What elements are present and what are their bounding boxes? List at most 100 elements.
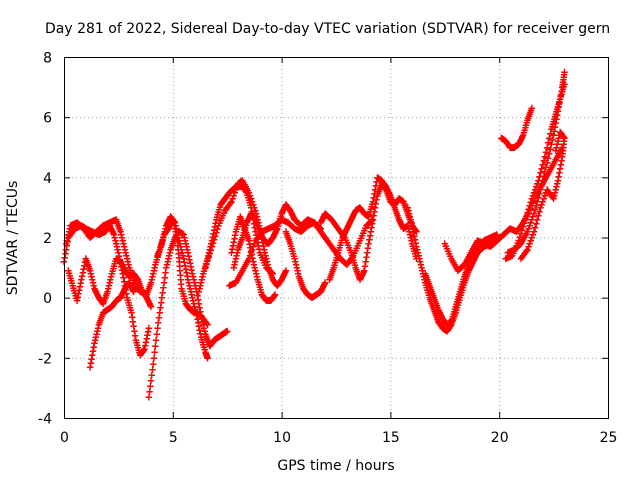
data-point: + xyxy=(554,108,561,122)
data-point: + xyxy=(281,214,288,228)
data-point: + xyxy=(533,188,540,202)
data-point: + xyxy=(343,236,350,250)
data-point: + xyxy=(251,211,258,225)
data-point: + xyxy=(199,315,206,329)
data-point: + xyxy=(234,179,241,193)
data-point: + xyxy=(559,146,566,160)
data-point: + xyxy=(250,216,257,230)
data-point: + xyxy=(398,193,405,207)
data-point: + xyxy=(554,134,561,148)
data-point: + xyxy=(159,233,166,247)
data-point: + xyxy=(120,271,127,285)
data-point: + xyxy=(549,190,556,204)
data-point: + xyxy=(204,350,211,364)
data-point: + xyxy=(267,220,274,234)
data-point: + xyxy=(325,209,332,223)
data-point: + xyxy=(168,215,175,229)
data-point: + xyxy=(154,250,161,264)
data-point: + xyxy=(540,153,547,167)
data-point: + xyxy=(441,322,448,336)
data-point: + xyxy=(545,136,552,150)
data-point: + xyxy=(309,290,316,304)
data-point: + xyxy=(440,314,447,328)
data-point: + xyxy=(98,226,105,240)
data-point: + xyxy=(338,233,345,247)
data-point: + xyxy=(431,305,438,319)
data-point: + xyxy=(92,283,99,297)
data-point: + xyxy=(317,285,324,299)
data-point: + xyxy=(397,215,404,229)
data-point: + xyxy=(322,231,329,245)
data-point: + xyxy=(214,330,221,344)
data-point: + xyxy=(422,267,429,281)
data-point: + xyxy=(425,275,432,289)
data-point: + xyxy=(149,270,156,284)
data-point: + xyxy=(256,221,263,235)
data-point: + xyxy=(118,256,125,270)
data-point: + xyxy=(254,212,261,226)
data-point: + xyxy=(472,238,479,252)
data-point: + xyxy=(510,140,517,154)
data-point: + xyxy=(160,230,167,244)
data-point: + xyxy=(85,223,92,237)
data-point: + xyxy=(358,270,365,284)
data-point: + xyxy=(416,252,423,266)
data-point: + xyxy=(515,137,522,151)
data-point: + xyxy=(535,208,542,222)
data-point: + xyxy=(295,216,302,230)
data-point: + xyxy=(191,276,198,290)
data-point: + xyxy=(245,252,252,266)
data-point: + xyxy=(170,213,177,227)
data-point: + xyxy=(397,192,404,206)
data-point: + xyxy=(525,240,532,254)
data-point: + xyxy=(448,318,455,332)
data-point: + xyxy=(410,220,417,234)
data-point: + xyxy=(116,254,123,268)
data-point: + xyxy=(481,233,488,247)
data-point: + xyxy=(379,174,386,188)
data-point: + xyxy=(84,258,91,272)
data-point: + xyxy=(129,268,136,282)
data-point: + xyxy=(119,259,126,273)
data-point: + xyxy=(299,223,306,237)
data-point: + xyxy=(257,248,264,262)
data-point: + xyxy=(412,249,419,263)
data-point: + xyxy=(550,115,557,129)
data-point: + xyxy=(103,217,110,231)
data-point: + xyxy=(486,231,493,245)
data-point: + xyxy=(383,181,390,195)
data-point: + xyxy=(539,176,546,190)
data-point: + xyxy=(159,286,166,300)
data-point: + xyxy=(202,261,209,275)
data-point: + xyxy=(257,283,264,297)
data-point: + xyxy=(510,243,517,257)
data-point: + xyxy=(516,238,523,252)
data-point: + xyxy=(398,193,405,207)
data-point: + xyxy=(244,229,251,243)
data-point: + xyxy=(123,287,130,301)
data-point: + xyxy=(268,220,275,234)
data-point: + xyxy=(255,239,262,253)
data-point: + xyxy=(456,262,463,276)
data-point: + xyxy=(110,262,117,276)
data-point: + xyxy=(129,315,136,329)
data-point: + xyxy=(79,219,86,233)
data-point: + xyxy=(201,262,208,276)
data-point: + xyxy=(213,212,220,226)
data-point: + xyxy=(121,279,128,293)
data-point: + xyxy=(118,260,125,274)
data-point: + xyxy=(76,283,83,297)
data-point: + xyxy=(262,293,269,307)
data-point: + xyxy=(97,294,104,308)
data-point: + xyxy=(128,268,135,282)
data-point: + xyxy=(99,296,106,310)
data-point: + xyxy=(229,277,236,291)
data-point: + xyxy=(306,217,313,231)
data-point: + xyxy=(253,228,260,242)
data-point: + xyxy=(343,258,350,272)
data-point: + xyxy=(182,237,189,251)
data-point: + xyxy=(73,220,80,234)
data-point: + xyxy=(125,277,132,291)
data-point: + xyxy=(248,206,255,220)
series-sat-o: ++++++++++++++++++++++++++++++++++++++++… xyxy=(326,170,420,286)
